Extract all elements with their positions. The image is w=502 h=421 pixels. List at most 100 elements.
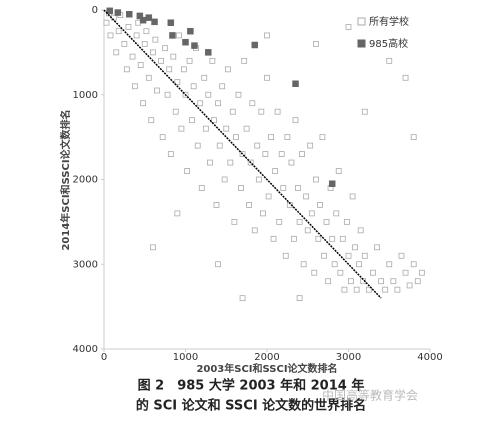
point xyxy=(154,87,160,94)
point xyxy=(103,19,110,26)
point xyxy=(137,62,144,68)
point xyxy=(194,142,201,149)
point xyxy=(106,7,113,15)
point xyxy=(182,38,189,46)
point xyxy=(123,66,130,73)
point xyxy=(345,252,352,259)
caption: 图 2 985 大学 2003 年和 2014 年 xyxy=(138,378,365,394)
point xyxy=(303,193,310,200)
point xyxy=(357,227,364,234)
point xyxy=(209,57,216,64)
point xyxy=(308,210,315,217)
point xyxy=(262,151,269,157)
point xyxy=(386,261,393,268)
point xyxy=(223,125,230,132)
point xyxy=(290,235,297,242)
point xyxy=(331,261,338,268)
point xyxy=(205,91,212,98)
y-tick-label: 4000 xyxy=(73,344,98,355)
point xyxy=(145,14,153,21)
point xyxy=(410,261,417,268)
point xyxy=(213,202,220,208)
point xyxy=(140,100,147,107)
point xyxy=(378,278,385,285)
point xyxy=(272,168,279,174)
x-tick-label: 0 xyxy=(101,352,107,363)
point xyxy=(394,286,401,293)
point xyxy=(197,100,204,107)
point xyxy=(402,269,409,276)
point xyxy=(152,36,159,43)
point xyxy=(352,244,358,251)
point xyxy=(139,16,147,24)
point xyxy=(292,80,299,87)
point xyxy=(329,235,336,242)
point xyxy=(339,235,346,242)
point xyxy=(296,218,303,225)
point xyxy=(365,286,372,293)
point xyxy=(201,74,208,81)
point xyxy=(328,180,336,187)
point xyxy=(319,134,326,141)
point xyxy=(180,66,187,73)
point xyxy=(235,91,242,98)
point xyxy=(295,185,301,191)
point xyxy=(227,159,234,166)
y-tick-label: 1000 xyxy=(73,90,98,101)
legend-label: 所有学校 xyxy=(369,15,409,28)
point xyxy=(158,57,164,64)
point xyxy=(348,278,354,285)
point xyxy=(307,142,314,149)
point xyxy=(276,218,283,225)
point xyxy=(136,12,144,20)
point xyxy=(145,74,152,81)
point xyxy=(151,18,158,26)
point xyxy=(215,261,222,268)
point xyxy=(148,117,155,124)
point xyxy=(282,252,289,259)
point xyxy=(353,286,360,293)
point xyxy=(149,244,156,251)
point xyxy=(189,117,195,124)
point xyxy=(125,24,132,30)
point xyxy=(159,134,166,141)
point xyxy=(219,83,226,90)
point xyxy=(170,53,177,60)
point xyxy=(243,125,250,132)
point xyxy=(258,108,265,115)
point xyxy=(198,185,205,191)
legend-label: 985高校 xyxy=(369,37,408,50)
reference-line xyxy=(103,9,382,299)
point xyxy=(231,218,238,225)
point xyxy=(191,42,198,49)
point xyxy=(296,295,303,302)
point xyxy=(169,32,176,39)
point xyxy=(162,45,169,52)
point xyxy=(207,159,213,166)
point xyxy=(143,28,150,35)
x-tick-label: 1000 xyxy=(173,352,198,363)
point xyxy=(190,83,197,90)
point xyxy=(215,100,222,107)
point xyxy=(278,151,285,157)
point xyxy=(187,27,194,35)
point xyxy=(321,252,327,259)
point xyxy=(349,193,356,200)
point xyxy=(251,227,258,234)
point xyxy=(264,74,270,81)
point xyxy=(325,278,332,285)
point xyxy=(133,32,140,39)
point xyxy=(280,185,287,191)
point xyxy=(132,83,138,90)
point xyxy=(121,41,128,47)
legend-marker xyxy=(357,39,366,48)
point xyxy=(323,218,330,225)
point xyxy=(333,210,340,217)
point xyxy=(255,176,262,183)
point xyxy=(178,125,185,132)
point xyxy=(268,134,274,141)
point xyxy=(288,159,295,166)
point xyxy=(241,57,248,64)
x-tick-label: 3000 xyxy=(336,352,361,363)
